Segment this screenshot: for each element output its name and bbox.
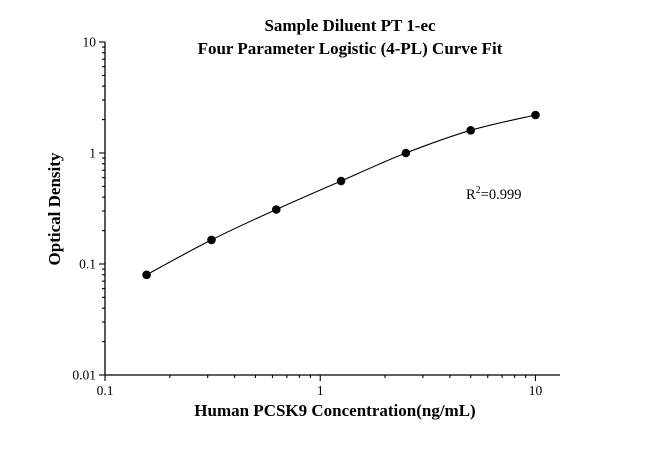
r-squared-rest: =0.999 (481, 187, 522, 203)
y-tick-label: 0.01 (72, 368, 96, 383)
y-tick-label: 10 (83, 35, 97, 50)
data-point (401, 148, 411, 158)
x-tick-label: 0.1 (97, 383, 114, 398)
data-point (207, 235, 216, 245)
axis-ticks (99, 41, 537, 381)
y-axis-label: Optical Density (45, 152, 64, 265)
data-point (142, 270, 151, 280)
r-squared-annotation: R2=0.999 (466, 185, 521, 203)
y-tick-label: 0.1 (79, 257, 96, 272)
data-point (466, 126, 476, 135)
x-tick-label: 1 (317, 383, 324, 398)
data-point (531, 110, 540, 120)
chart-title-line2: Four Parameter Logistic (4-PL) Curve Fit (198, 39, 503, 58)
data-points (142, 110, 540, 280)
chart-title-line1: Sample Diluent PT 1-ec (264, 16, 436, 35)
x-axis-label: Human PCSK9 Concentration(ng/mL) (194, 401, 475, 420)
data-point (336, 176, 346, 186)
r-squared-base: R (466, 187, 476, 203)
x-tick-label: 10 (529, 383, 543, 398)
axes (104, 42, 560, 376)
y-tick-label: 1 (89, 146, 96, 161)
r-squared-sup: 2 (476, 185, 481, 196)
data-point (272, 205, 281, 214)
